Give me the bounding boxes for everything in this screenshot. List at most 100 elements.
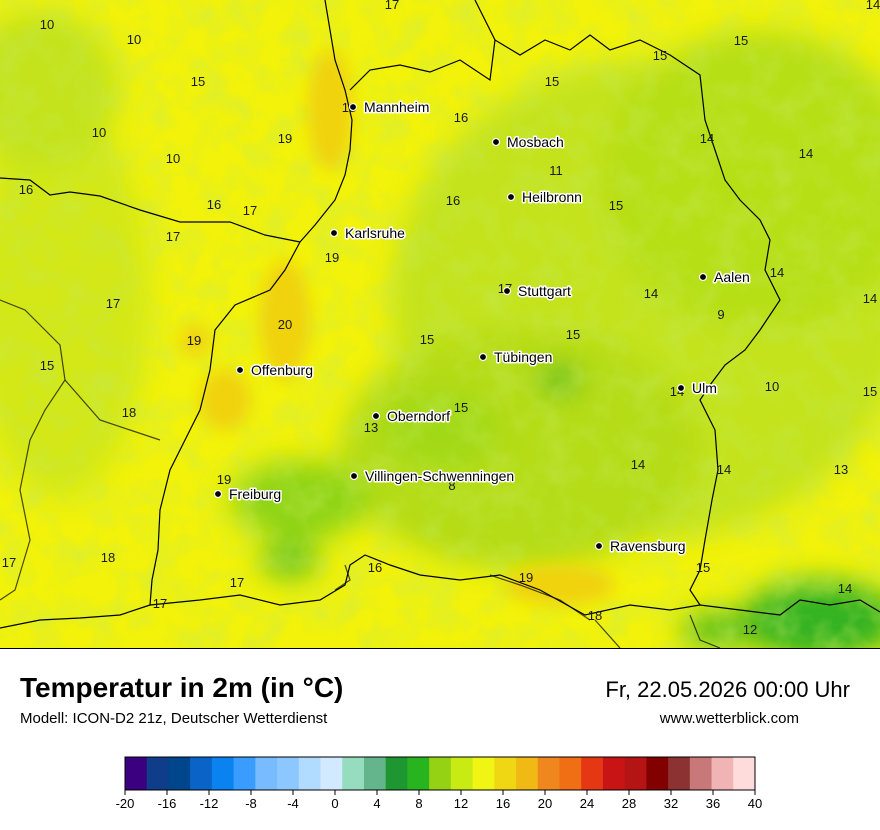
city-label: Karlsruhe: [345, 225, 405, 241]
temperature-value: 19: [278, 131, 292, 146]
legend-swatch: [689, 757, 713, 790]
temperature-labels: 17 14 10 10 15 15 15 15 18 10 19 16 14 14 10 11 16 16 17 15…: [2, 0, 880, 637]
legend-tick-label: 32: [664, 796, 678, 811]
temperature-value: 14: [799, 146, 813, 161]
legend-swatch: [537, 757, 560, 790]
city-label: Aalen: [714, 269, 750, 285]
temperature-value: 19: [325, 250, 339, 265]
legend-swatch: [624, 757, 647, 790]
city-label: Freiburg: [229, 486, 281, 502]
city-dot: [594, 541, 604, 551]
legend-tick-label: 4: [373, 796, 380, 811]
legend-tick-label: 8: [415, 796, 422, 811]
legend-tick-label: -12: [200, 796, 219, 811]
temperature-value: 15: [863, 384, 877, 399]
city-dot: [506, 192, 516, 202]
temperature-value: 15: [454, 400, 468, 415]
legend-swatch: [233, 757, 256, 790]
temperature-value: 14: [838, 581, 852, 596]
city-dot: [329, 228, 339, 238]
legend-swatch: [602, 757, 626, 790]
temperature-value: 9: [717, 307, 724, 322]
legend-swatch: [559, 757, 582, 790]
forecast-datetime: Fr, 22.05.2026 00:00 Uhr: [605, 677, 850, 702]
legend-tick-label: 0: [331, 796, 338, 811]
legend-swatch: [711, 757, 734, 790]
legend-tick-label: 40: [748, 796, 762, 811]
legend-swatch: [146, 757, 169, 790]
legend-swatch: [472, 757, 495, 790]
temperature-value: 13: [364, 420, 378, 435]
temperature-value: 18: [122, 405, 136, 420]
temperature-value: 14: [631, 457, 645, 472]
temperature-value: 13: [834, 462, 848, 477]
legend-swatch: [516, 757, 539, 790]
temperature-value: 20: [278, 317, 292, 332]
legend-tick-label: -20: [116, 796, 135, 811]
city-label: Heilbronn: [522, 189, 582, 205]
temperature-value: 10: [127, 32, 141, 47]
temperature-value: 17: [243, 203, 257, 218]
legend-swatch: [646, 757, 669, 790]
temperature-value: 16: [207, 197, 221, 212]
temperature-value: 10: [765, 379, 779, 394]
legend-swatch: [298, 757, 322, 790]
map-title: Temperatur in 2m (in °C): [20, 672, 344, 703]
legend-swatch: [385, 757, 408, 790]
website-link[interactable]: www.wetterblick.com: [659, 710, 799, 727]
temperature-value: 15: [420, 332, 434, 347]
temperature-value: 17: [230, 575, 244, 590]
city-dot: [676, 383, 686, 393]
legend-swatch: [450, 757, 474, 790]
legend-swatch: [407, 757, 430, 790]
temperature-value: 18: [588, 608, 602, 623]
city-label: Oberndorf: [387, 408, 450, 424]
legend-tick-label: -8: [245, 796, 257, 811]
temperature-value: 19: [217, 472, 231, 487]
city-label: Tübingen: [494, 349, 552, 365]
temperature-value: 17: [2, 555, 16, 570]
legend-swatch: [211, 757, 235, 790]
temperature-value: 17: [153, 596, 167, 611]
temperature-value: 19: [519, 570, 533, 585]
temperature-value: 15: [40, 358, 54, 373]
city-dot: [235, 365, 245, 375]
city-label: Mosbach: [507, 134, 564, 150]
city-dot: [348, 102, 358, 112]
legend-swatch: [125, 757, 148, 790]
city-dot: [213, 489, 223, 499]
texture-overlay: [0, 0, 880, 648]
model-info: Modell: ICON-D2 21z, Deutscher Wetterdie…: [20, 710, 328, 727]
temperature-value: 10: [92, 125, 106, 140]
temperature-value: 15: [696, 560, 710, 575]
temperature-value: 14: [866, 0, 880, 12]
legend-tick-label: 24: [580, 796, 594, 811]
temperature-value: 16: [19, 182, 33, 197]
city-dot: [349, 471, 359, 481]
map-canvas: 17 14 10 10 15 15 15 15 18 10 19 16 14 14 10 11 16 16 17 15…: [0, 0, 880, 660]
legend-tick-label: 20: [538, 796, 552, 811]
legend-tick-label: 28: [622, 796, 636, 811]
temperature-value: 16: [446, 193, 460, 208]
temperature-value: 15: [734, 33, 748, 48]
temperature-value: 14: [700, 131, 714, 146]
temperature-map: 17 14 10 10 15 15 15 15 18 10 19 16 14 14 10 11 16 16 17 15…: [0, 0, 880, 660]
city-label: Villingen-Schwenningen: [365, 468, 514, 484]
legend-tick-label: -16: [158, 796, 177, 811]
warm-regions: [180, 50, 615, 605]
temperature-value: 15: [191, 74, 205, 89]
legend-swatch: [429, 757, 452, 790]
legend-swatch: [320, 757, 343, 790]
legend-border: [124, 756, 756, 791]
temperature-value: 17: [106, 296, 120, 311]
legend-swatch: [255, 757, 278, 790]
legend-swatch: [342, 757, 365, 790]
legend-tick-label: 36: [706, 796, 720, 811]
legend-swatch: [668, 757, 691, 790]
temperature-value: 11: [549, 163, 563, 178]
legend-swatch: [581, 757, 604, 790]
legend-swatch: [494, 757, 517, 790]
city-markers: Mannheim Mosbach Heilbronn Karlsruhe Aalen St…: [213, 98, 751, 556]
legend-tick-label: 12: [454, 796, 468, 811]
city-dot: [478, 352, 488, 362]
